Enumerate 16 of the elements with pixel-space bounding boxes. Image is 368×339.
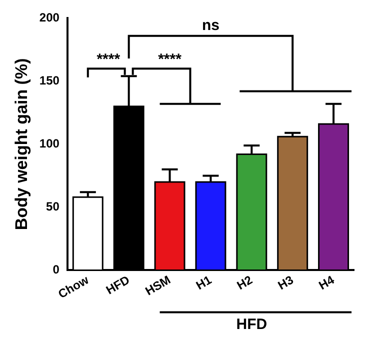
x-tick-label: HSM xyxy=(142,272,173,298)
y-tick-label: 150 xyxy=(39,74,60,88)
text: HFD xyxy=(236,316,268,333)
y-axis-title: Body weight gain (%) xyxy=(12,58,31,230)
x-tick-label: H2 xyxy=(234,272,256,293)
y-tick-label: 50 xyxy=(46,200,60,214)
annotation: **** xyxy=(96,50,120,68)
x-tick-label: H4 xyxy=(316,272,337,293)
annotation: ns xyxy=(202,16,220,34)
x-tick-label: H1 xyxy=(194,272,214,293)
annotation: **** xyxy=(158,50,182,68)
x-tick-label: H3 xyxy=(275,272,296,293)
y-tick-label: 200 xyxy=(39,10,60,25)
y-tick-label: 0 xyxy=(52,262,60,277)
x-tick-label: HFD xyxy=(104,272,132,298)
y-tick-label: 100 xyxy=(39,136,60,151)
